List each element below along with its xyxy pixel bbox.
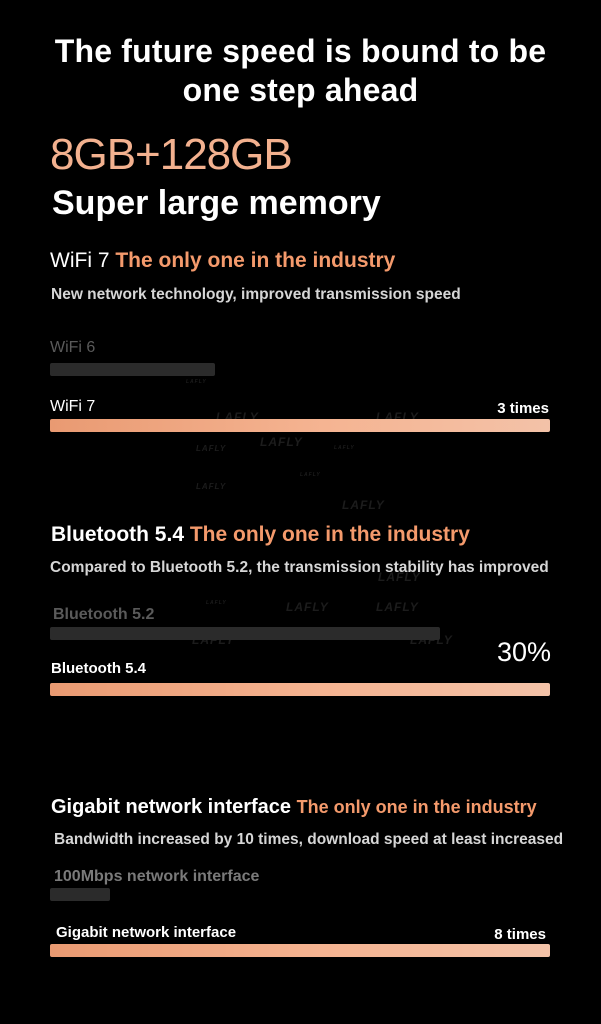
wifi-main-label: WiFi 7 [50,398,96,415]
memory-size: 8GB+128GB [50,130,293,179]
ethernet-figure: 8 times [494,926,546,943]
headline-line-1: The future speed is bound to be [54,33,547,69]
bluetooth-description: Compared to Bluetooth 5.2, the transmiss… [50,559,549,576]
bluetooth-title: Bluetooth 5.4 [51,523,185,546]
wifi-description: New network technology, improved transmi… [51,286,461,303]
wifi-badge: The only one in the industry [115,249,396,272]
bluetooth-main-bar [50,683,550,696]
watermark: LAFLY [260,435,303,449]
bluetooth-section-title: Bluetooth 5.4 The only one in the indust… [51,522,470,548]
watermark: LAFLY [334,445,355,451]
ethernet-main-label: Gigabit network interface [56,924,237,941]
bluetooth-badge: The only one in the industry [189,523,470,546]
watermark: LAFLY [300,472,321,478]
wifi-section-title: WiFi 7 The only one in the industry [50,248,395,274]
watermark: LAFLY [342,498,385,512]
ethernet-compare-label: 100Mbps network interface [54,868,260,885]
watermark: LAFLY [186,379,207,385]
bluetooth-figure: 30% [496,637,551,667]
ethernet-compare-bar [50,888,110,901]
watermark: LAFLY [196,444,227,453]
watermark: LAFLY [286,600,329,614]
bluetooth-compare-label: Bluetooth 5.2 [53,606,155,623]
watermark: LAFLY [206,600,227,606]
bluetooth-compare-bar [50,627,440,640]
watermark: LAFLY [378,570,421,584]
wifi-figure: 3 times [497,400,549,417]
wifi-main-bar [50,419,550,432]
headline: The future speed is bound to be one step… [0,32,601,110]
wifi-compare-label: WiFi 6 [50,339,96,356]
ethernet-badge: The only one in the industry [296,797,537,817]
watermark: LAFLY [196,482,227,491]
wifi-title: WiFi 7 [50,249,110,272]
ethernet-main-bar [50,944,550,957]
wifi-compare-bar [50,363,215,376]
watermark: LAFLY [376,600,419,614]
memory-label: Super large memory [52,184,381,222]
bluetooth-main-label: Bluetooth 5.4 [51,660,147,677]
headline-line-2: one step ahead [182,72,419,108]
ethernet-title: Gigabit network interface [51,796,292,818]
ethernet-description: Bandwidth increased by 10 times, downloa… [54,831,564,848]
ethernet-section-title: Gigabit network interface The only one i… [51,794,537,820]
